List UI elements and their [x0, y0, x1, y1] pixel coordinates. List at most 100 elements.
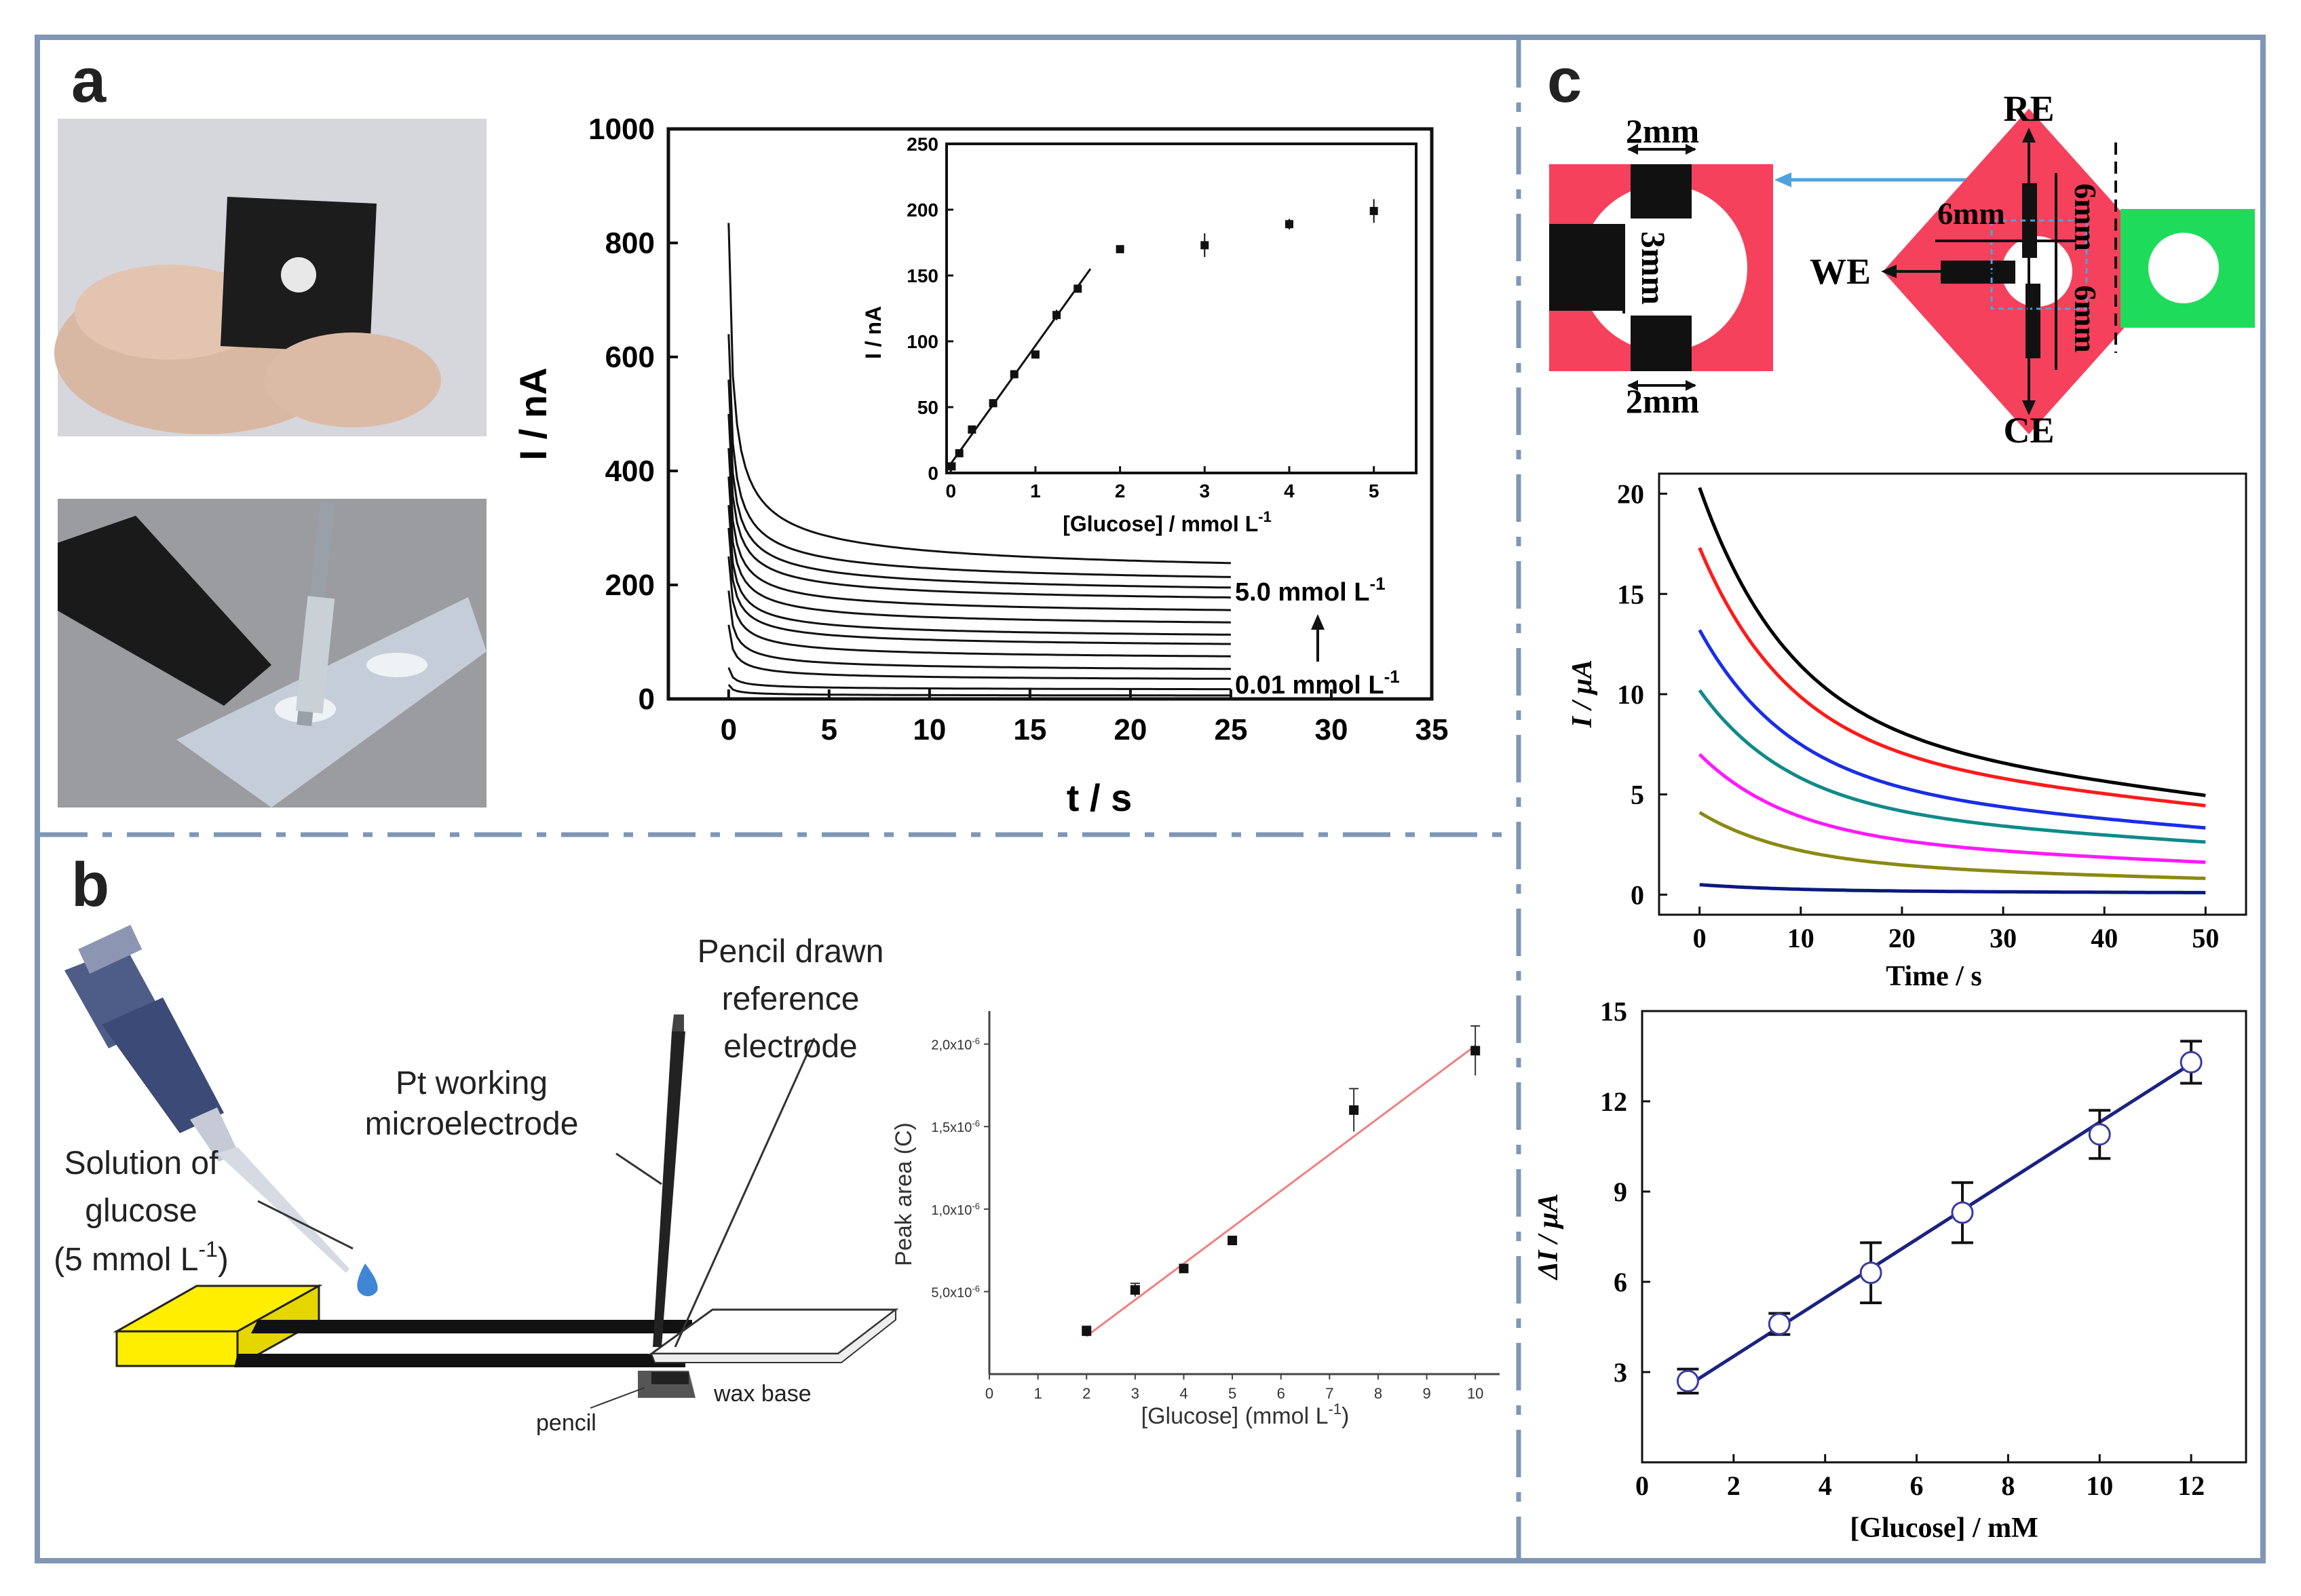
y-tick-label: 600 — [605, 341, 655, 374]
y-tick-label: 0 — [639, 683, 655, 716]
c-top-y-tick-label: 15 — [1617, 579, 1644, 609]
panel-b-schematic: Solution of glucose (5 mmol L-1) Pt work… — [54, 924, 899, 1436]
c-bot-fit-line — [1687, 1062, 2192, 1388]
inset-data-point — [1285, 220, 1293, 229]
c-bot-x-tick-label: 4 — [1819, 1470, 1832, 1501]
c-top-x-tick-label: 40 — [2091, 923, 2118, 953]
inset-data-point — [1073, 284, 1082, 293]
inset-x-tick-label: 1 — [1030, 480, 1041, 501]
paper-sheet-2 — [650, 1308, 896, 1363]
c-bot-data-point — [1768, 1312, 1791, 1335]
pt-leader-line — [615, 1152, 662, 1185]
dim-label-6mm-vertical-bottom: 6mm — [2068, 285, 2103, 353]
label-pencil-line3: electrode — [723, 1029, 857, 1065]
b-fit-line — [1086, 1044, 1477, 1337]
c-top-x-tick-label: 20 — [1888, 923, 1916, 953]
x-tick-label: 5 — [821, 713, 837, 746]
b-x-tick-label: 6 — [1277, 1385, 1285, 1402]
panel-a-annotation-top: 5.0 mmol L-1 — [1235, 573, 1386, 607]
inset-y-tick-label: 150 — [907, 265, 938, 286]
current-trace — [727, 379, 1231, 589]
panel-c-top-chart: 0 10 20 30 40 50 0 5 10 15 20 Time / s I / μA — [1567, 472, 2247, 992]
x-tick-label: 10 — [913, 713, 946, 746]
panel-a-y-label: I / nA — [512, 368, 554, 461]
current-trace — [1698, 487, 2206, 797]
dim-label-bottom: 2mm — [1626, 382, 1699, 420]
panel-a-label: a — [71, 46, 107, 115]
x-tick-label: 20 — [1114, 713, 1147, 746]
c-bot-y-tick-label: 12 — [1600, 1086, 1627, 1117]
b-x-tick-label: 4 — [1179, 1385, 1187, 1402]
b-y-tick-label: 2,0x10-6 — [931, 1036, 980, 1053]
b-x-tick-label: 3 — [1131, 1385, 1139, 1402]
label-we: WE — [1810, 251, 1871, 292]
dim-label-top: 2mm — [1626, 112, 1699, 150]
panel-b-label: b — [71, 850, 109, 919]
panel-c-bottom-x-label: [Glucose] / mM — [1850, 1513, 2038, 1544]
electrode-strip-lower — [234, 1354, 685, 1367]
current-trace — [1698, 753, 2206, 864]
dim-label-mid: 3mm — [1635, 231, 1673, 305]
current-trace — [727, 624, 1231, 680]
inset-y-tick-label: 100 — [907, 331, 938, 352]
electrode-strip-upper — [251, 1320, 692, 1333]
current-trace — [727, 448, 1231, 611]
b-x-tick-label: 7 — [1325, 1385, 1333, 1402]
label-wax-base: wax base — [713, 1381, 812, 1407]
c-top-y-tick-label: 5 — [1631, 780, 1644, 810]
b-x-tick-label: 9 — [1422, 1385, 1430, 1402]
b-y-tick-label: 1,0x10-6 — [931, 1201, 980, 1218]
b-data-point — [1228, 1236, 1238, 1246]
inset-y-tick-label: 250 — [907, 134, 938, 155]
label-solution-line2: glucose — [85, 1193, 197, 1229]
label-solution-line1: Solution of — [64, 1145, 218, 1181]
label-pt-line2: microelectrode — [365, 1106, 579, 1142]
solution-leader-line — [257, 1200, 354, 1250]
inset-data-point — [955, 449, 964, 457]
y-tick-label: 800 — [605, 227, 655, 260]
panel-b-chart: 0 1 2 3 4 5 6 7 8 9 10 5,0x10-6 1,0x10-6 1,5x10-6 2,0x… — [891, 1011, 1500, 1429]
inset-data-point — [1031, 350, 1040, 359]
label-pt-line1: Pt working — [396, 1065, 548, 1101]
c-top-y-tick-label: 0 — [1631, 879, 1644, 910]
c-bot-data-point — [1951, 1201, 1974, 1224]
current-trace — [727, 527, 1231, 645]
b-data-point — [1130, 1285, 1140, 1295]
current-trace — [727, 505, 1231, 636]
current-trace — [727, 476, 1231, 624]
panel-c-bottom-chart: 0 2 4 6 8 10 12 3 6 9 12 15 [Glucose] / mM ΔI / μA — [1533, 996, 2247, 1544]
c-top-x-tick-label: 50 — [2192, 923, 2219, 953]
inset-y-tick-label: 0 — [928, 463, 938, 484]
panel-a-arrowhead — [1311, 614, 1325, 630]
pt-microelectrode — [653, 1031, 685, 1347]
b-y-tick-label: 5,0x10-6 — [931, 1283, 980, 1300]
y-tick-label: 400 — [605, 455, 655, 488]
inset-x-tick-label: 5 — [1369, 480, 1380, 501]
label-pencil-line2: reference — [722, 981, 860, 1017]
inset-data-point — [947, 462, 956, 471]
c-top-x-tick-label: 0 — [1693, 923, 1707, 953]
c-bot-y-tick-label: 3 — [1614, 1357, 1627, 1388]
y-tick-label: 1000 — [588, 113, 655, 146]
x-tick-label: 0 — [721, 713, 737, 746]
panel-c-label: c — [1547, 46, 1582, 115]
label-pencil-line1: Pencil drawn — [698, 934, 884, 970]
dim-label-6mm-vertical-top: 6mm — [2068, 183, 2103, 251]
inset-data-point — [989, 399, 997, 408]
panel-a-inset-x-label: [Glucose] / mmol L-1 — [1063, 508, 1272, 536]
c-bot-data-point — [1859, 1261, 1882, 1285]
c-top-y-tick-label: 20 — [1617, 479, 1644, 510]
current-trace — [1698, 547, 2206, 808]
inset-y-tick-label: 50 — [917, 397, 938, 418]
c-top-x-tick-label: 30 — [1990, 923, 2017, 953]
inset-x-tick-label: 2 — [1115, 480, 1126, 501]
inset-data-point — [968, 425, 976, 434]
photo-sensor-held — [54, 119, 487, 436]
current-trace — [727, 667, 1231, 691]
c-bot-y-tick-label: 6 — [1614, 1267, 1627, 1297]
photo-sensor-clip — [58, 499, 487, 808]
panel-c-top-y-label: I / μA — [1567, 660, 1598, 728]
